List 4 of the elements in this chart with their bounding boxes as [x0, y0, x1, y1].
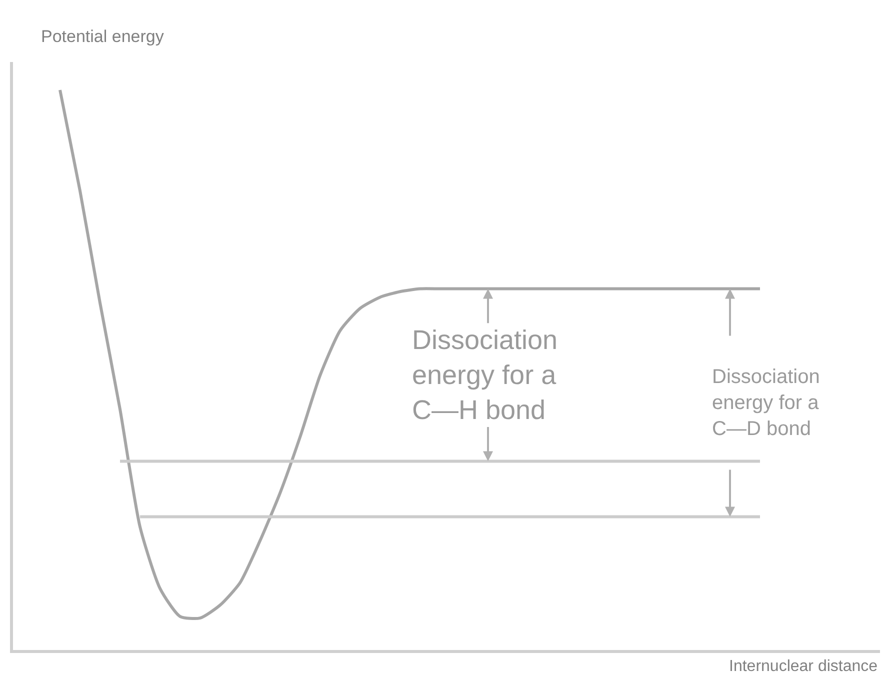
x-axis-title: Internuclear distance — [729, 658, 878, 675]
y-axis-title: Potential energy — [41, 27, 164, 46]
annotation: Dissociation energy for a C—H bond — [412, 325, 558, 426]
annotation: Dissociation energy for a C—D bond — [712, 366, 820, 440]
